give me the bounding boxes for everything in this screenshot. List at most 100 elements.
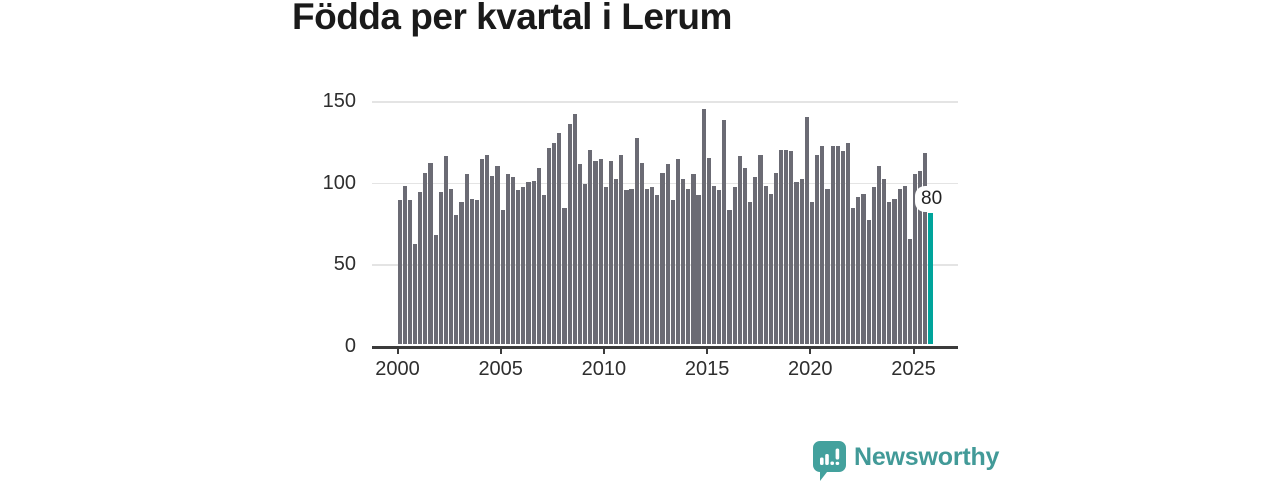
x-tick-2005 bbox=[499, 348, 502, 354]
bar-71 bbox=[763, 185, 768, 344]
plot-area: 2000 2005 2010 2015 2020 2025 80 bbox=[372, 101, 958, 380]
bar-21 bbox=[505, 174, 510, 344]
bar-57 bbox=[691, 174, 696, 344]
bar-49 bbox=[650, 187, 655, 344]
bar-102 bbox=[923, 152, 928, 344]
x-tick-2000 bbox=[396, 348, 399, 354]
bar-53 bbox=[670, 200, 675, 344]
bar-79 bbox=[804, 116, 809, 344]
bar-51 bbox=[660, 172, 665, 344]
x-label-2000: 2000 bbox=[375, 358, 420, 380]
bar-12 bbox=[459, 201, 464, 344]
gridline-150 bbox=[372, 101, 958, 103]
bar-75 bbox=[784, 149, 789, 344]
y-label-0: 0 bbox=[344, 335, 356, 357]
bar-91 bbox=[866, 219, 871, 344]
bar-80 bbox=[809, 201, 815, 344]
bar-1 bbox=[402, 185, 407, 344]
bar-17 bbox=[485, 154, 490, 344]
bar-65 bbox=[732, 187, 737, 344]
bar-83 bbox=[825, 188, 830, 344]
newsworthy-logo[interactable]: Newsworthy bbox=[813, 441, 999, 486]
bar-95 bbox=[887, 201, 892, 344]
bar-82 bbox=[820, 146, 825, 344]
x-label-2010: 2010 bbox=[581, 358, 627, 380]
y-label-150: 150 bbox=[322, 90, 356, 112]
bar-23 bbox=[516, 190, 521, 344]
x-label-2005: 2005 bbox=[478, 358, 523, 380]
bar-11 bbox=[454, 214, 459, 344]
bar-100 bbox=[913, 174, 918, 344]
bar-26 bbox=[531, 180, 536, 344]
bar-20 bbox=[500, 210, 505, 344]
y-label-50: 50 bbox=[333, 253, 356, 276]
bar-63 bbox=[722, 120, 727, 344]
bar-101 bbox=[918, 170, 923, 344]
x-label-2015: 2015 bbox=[684, 358, 730, 380]
bar-9 bbox=[443, 156, 449, 344]
bar-72 bbox=[768, 193, 773, 344]
x-tick-2025 bbox=[912, 348, 915, 354]
bar-37 bbox=[588, 149, 593, 344]
bar-22 bbox=[510, 177, 516, 344]
bar-73 bbox=[773, 172, 778, 344]
bar-52 bbox=[665, 164, 670, 344]
bar-41 bbox=[608, 161, 614, 344]
bar-2 bbox=[407, 200, 412, 344]
bar-69 bbox=[753, 177, 758, 344]
x-tick-2020 bbox=[809, 348, 812, 354]
newsworthy-wordmark: Newsworthy bbox=[854, 443, 1000, 471]
bar-27 bbox=[536, 167, 541, 344]
bar-31 bbox=[557, 133, 562, 344]
bar-94 bbox=[882, 179, 887, 344]
bar-70 bbox=[758, 154, 763, 344]
bar-56 bbox=[686, 188, 691, 344]
bar-85 bbox=[835, 146, 840, 344]
bar-10 bbox=[449, 188, 454, 344]
bar-43 bbox=[619, 154, 624, 344]
bar-68 bbox=[748, 201, 753, 344]
bar-15 bbox=[474, 200, 479, 344]
bar-5 bbox=[423, 172, 428, 344]
bar-97 bbox=[897, 188, 902, 344]
bar-60 bbox=[706, 157, 711, 344]
bar-35 bbox=[577, 164, 583, 344]
x-label-2020: 2020 bbox=[788, 358, 833, 380]
bar-24 bbox=[521, 187, 526, 344]
bar-54 bbox=[675, 159, 681, 344]
gridline-50 bbox=[372, 264, 958, 266]
bar-88 bbox=[851, 208, 856, 344]
x-axis-line bbox=[372, 346, 958, 349]
y-label-100: 100 bbox=[322, 171, 356, 194]
bar-28 bbox=[541, 195, 547, 344]
bar-76 bbox=[789, 151, 794, 344]
bar-66 bbox=[737, 156, 742, 344]
bar-29 bbox=[546, 148, 552, 344]
bar-34 bbox=[572, 113, 577, 344]
bar-47 bbox=[639, 162, 644, 344]
bar-32 bbox=[562, 208, 567, 344]
bar-18 bbox=[490, 175, 495, 344]
bar-3 bbox=[412, 244, 418, 344]
bar-42 bbox=[614, 179, 619, 344]
bar-98 bbox=[902, 185, 907, 344]
bar-48 bbox=[644, 188, 650, 344]
bar-38 bbox=[593, 161, 598, 344]
last-value-label: 80 bbox=[915, 186, 949, 212]
bar-93 bbox=[876, 165, 882, 344]
bar-96 bbox=[892, 198, 897, 344]
bar-25 bbox=[526, 182, 531, 344]
bar-50 bbox=[655, 195, 660, 344]
bar-81 bbox=[815, 154, 820, 344]
bar-89 bbox=[856, 197, 861, 344]
bar-61 bbox=[711, 185, 717, 344]
bar-86 bbox=[840, 151, 846, 344]
bar-19 bbox=[495, 165, 500, 344]
bar-7 bbox=[433, 234, 438, 344]
bar-0 bbox=[397, 200, 402, 344]
bar-8 bbox=[438, 192, 443, 344]
bar-6 bbox=[428, 162, 433, 344]
bar-46 bbox=[634, 138, 639, 344]
bar-highlighted bbox=[928, 213, 933, 344]
x-label-2025: 2025 bbox=[891, 358, 936, 380]
